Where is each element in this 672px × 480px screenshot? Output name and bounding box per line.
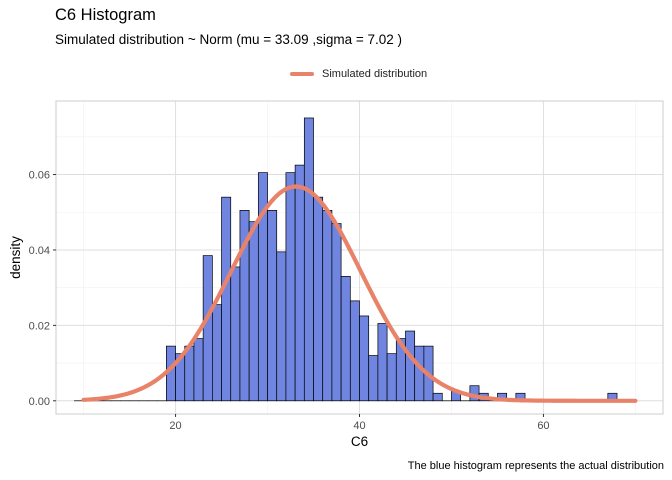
y-tick-label: 0.02 <box>29 320 50 332</box>
histogram-bar <box>248 221 259 402</box>
histogram-bar <box>267 210 278 402</box>
histogram-bar <box>414 345 425 402</box>
histogram-bar <box>340 276 351 402</box>
histogram-bars <box>74 117 627 402</box>
chart-caption: The blue histogram represents the actual… <box>407 460 664 472</box>
histogram-bar <box>405 330 416 402</box>
histogram-bar <box>386 353 397 402</box>
histogram-bar <box>359 315 370 402</box>
chart-subtitle: Simulated distribution ~ Norm (mu = 33.0… <box>55 32 403 47</box>
histogram-bar <box>285 172 296 402</box>
histogram-bar <box>211 304 222 402</box>
histogram-bar <box>221 196 232 402</box>
x-tick-label: 20 <box>169 420 181 432</box>
legend: Simulated distribution <box>290 66 427 82</box>
legend-key-simulated <box>290 72 314 76</box>
histogram-bar <box>276 251 287 402</box>
histogram-bar <box>303 117 314 402</box>
histogram-bar <box>193 338 204 402</box>
x-tick-label: 60 <box>537 420 549 432</box>
x-tick-label: 40 <box>353 420 365 432</box>
y-axis-title: density <box>8 236 23 279</box>
histogram-bar <box>322 210 333 402</box>
y-axis-ticks: 0.00 0.02 0.04 0.06 <box>29 170 56 408</box>
y-tick-label: 0.00 <box>29 396 50 408</box>
density-curve-layer <box>81 184 638 403</box>
histogram-bar <box>331 223 342 402</box>
x-axis-ticks: 20 40 60 <box>169 414 550 432</box>
histogram-bar <box>432 392 443 402</box>
chart-title: C6 Histogram <box>55 6 156 24</box>
histogram-bar <box>368 355 379 402</box>
histogram-bar <box>377 323 388 402</box>
histogram-bar <box>202 255 213 402</box>
histogram-bar <box>230 266 241 402</box>
histogram-bar <box>349 300 360 402</box>
histogram-bar <box>313 196 324 402</box>
density-curve <box>81 184 638 403</box>
y-tick-label: 0.04 <box>29 245 50 257</box>
histogram-bar <box>184 345 195 402</box>
histogram-bar <box>294 164 305 402</box>
legend-label-simulated: Simulated distribution <box>322 68 428 80</box>
y-tick-label: 0.06 <box>29 170 50 182</box>
x-axis-title: C6 <box>351 434 368 449</box>
